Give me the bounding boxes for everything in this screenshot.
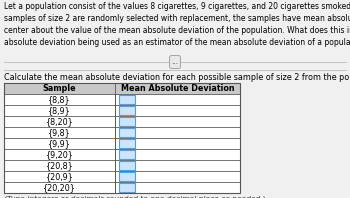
Bar bbox=[119, 128, 135, 137]
Text: {9,20}: {9,20} bbox=[46, 150, 74, 159]
Bar bbox=[115, 182, 240, 193]
Text: Sample: Sample bbox=[43, 84, 76, 93]
Bar bbox=[4, 105, 115, 116]
Bar bbox=[4, 127, 115, 138]
Text: {20,9}: {20,9} bbox=[46, 172, 74, 181]
Bar bbox=[119, 150, 135, 159]
Bar bbox=[119, 106, 135, 115]
Bar bbox=[4, 83, 240, 94]
Bar bbox=[115, 160, 240, 171]
Bar bbox=[4, 149, 115, 160]
Text: (Type integers or decimals rounded to one decimal place as needed.): (Type integers or decimals rounded to on… bbox=[4, 195, 265, 198]
Text: {8,9}: {8,9} bbox=[48, 106, 71, 115]
Text: {9,8}: {9,8} bbox=[48, 128, 71, 137]
Text: Mean Absolute Deviation: Mean Absolute Deviation bbox=[121, 84, 234, 93]
Bar bbox=[119, 117, 135, 126]
Bar bbox=[115, 149, 240, 160]
Bar bbox=[115, 171, 240, 182]
Text: {8,8}: {8,8} bbox=[48, 95, 71, 104]
Bar bbox=[4, 83, 240, 193]
Bar bbox=[4, 116, 115, 127]
Bar bbox=[119, 161, 135, 170]
Text: {20,20}: {20,20} bbox=[43, 183, 76, 192]
Bar bbox=[115, 127, 240, 138]
Bar bbox=[119, 95, 135, 104]
Bar bbox=[4, 182, 115, 193]
Text: {8,20}: {8,20} bbox=[46, 117, 74, 126]
Bar bbox=[115, 116, 240, 127]
Bar bbox=[115, 138, 240, 149]
Text: Calculate the mean absolute deviation for each possible sample of size 2 from th: Calculate the mean absolute deviation fo… bbox=[4, 73, 350, 82]
Bar bbox=[119, 172, 135, 181]
Text: {9,9}: {9,9} bbox=[48, 139, 71, 148]
Bar bbox=[4, 138, 115, 149]
Text: {20,8}: {20,8} bbox=[46, 161, 74, 170]
Bar bbox=[4, 171, 115, 182]
Text: Let a population consist of the values 8 cigarettes, 9 cigarettes, and 20 cigare: Let a population consist of the values 8… bbox=[4, 2, 350, 48]
Bar bbox=[115, 94, 240, 105]
Bar bbox=[119, 139, 135, 148]
Bar bbox=[4, 94, 115, 105]
Bar bbox=[4, 160, 115, 171]
Text: ...: ... bbox=[172, 57, 178, 67]
Bar bbox=[115, 105, 240, 116]
Bar bbox=[119, 183, 135, 192]
